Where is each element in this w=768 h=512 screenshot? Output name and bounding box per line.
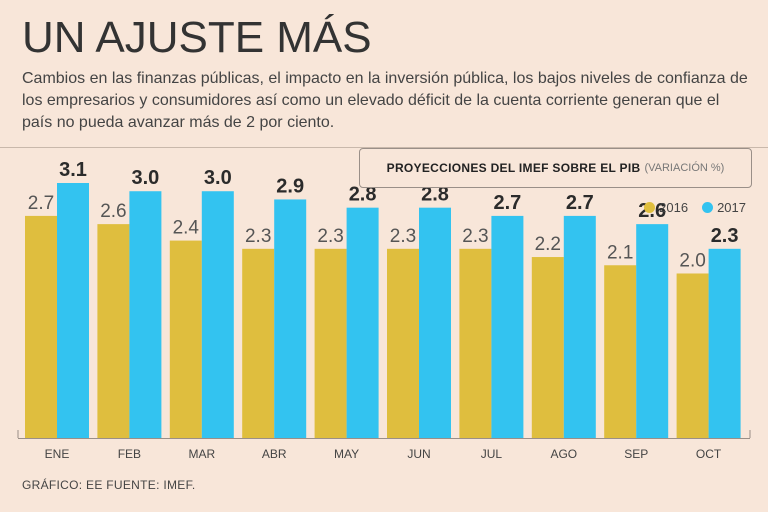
bar-2016-ago	[531, 257, 564, 438]
legend-unit: (VARIACIÓN %)	[644, 162, 725, 174]
x-tick-label-mar: MAR	[188, 447, 215, 461]
x-tick-label-oct: OCT	[696, 447, 722, 461]
data-label-2017-ene: 3.1	[59, 159, 87, 181]
legend-swatch-2016	[644, 202, 656, 213]
bar-2016-sep	[604, 265, 637, 438]
x-tick-label-ene: ENE	[45, 447, 70, 461]
data-label-2016-abr: 2.3	[245, 226, 271, 247]
data-label-2016-ene: 2.7	[28, 193, 54, 214]
bar-2016-oct	[676, 273, 709, 438]
x-tick-label-may: MAY	[334, 447, 359, 461]
data-label-2017-mar: 3.0	[204, 167, 232, 189]
data-label-2016-feb: 2.6	[100, 201, 126, 222]
legend-swatch-2017	[702, 202, 714, 213]
data-label-2017-jul: 2.7	[493, 192, 521, 214]
bar-2016-jul	[459, 248, 492, 438]
data-label-2016-may: 2.3	[317, 226, 343, 247]
bar-2016-may	[314, 248, 347, 438]
data-label-2016-jul: 2.3	[462, 226, 488, 247]
chart-subtitle: Cambios en las finanzas públicas, el imp…	[22, 70, 748, 131]
bar-2017-abr	[274, 199, 307, 438]
bar-2017-feb	[129, 191, 162, 438]
data-label-2016-sep: 2.1	[607, 242, 633, 263]
bar-2017-sep	[636, 224, 669, 438]
legend-title: PROYECCIONES DEL IMEF SOBRE EL PIB	[386, 161, 641, 175]
legend-entry-2016: 2016	[644, 200, 688, 215]
header-divider	[0, 147, 768, 148]
x-tick-label-feb: FEB	[118, 447, 141, 461]
data-label-2017-oct: 2.3	[711, 225, 739, 247]
legend-label-2016: 2016	[659, 200, 689, 215]
data-label-2016-mar: 2.4	[173, 218, 200, 239]
x-tick-label-sep: SEP	[624, 447, 648, 461]
data-label-2017-may: 2.8	[349, 184, 377, 206]
data-label-2016-ago: 2.2	[535, 234, 561, 255]
bar-2017-may	[346, 207, 379, 438]
bar-2017-jul	[491, 215, 524, 438]
data-label-2017-ago: 2.7	[566, 192, 594, 214]
bar-2017-ene	[57, 183, 89, 438]
data-label-2016-oct: 2.0	[679, 250, 705, 271]
data-label-2017-jun: 2.8	[421, 184, 449, 206]
x-tick-label-jul: JUL	[481, 447, 503, 461]
bar-2016-ene	[25, 215, 57, 438]
bar-2016-mar	[169, 240, 202, 438]
bar-2016-jun	[387, 248, 419, 438]
footer-credit: GRÁFICO: EE FUENTE: IMEF.	[22, 478, 196, 492]
bar-2016-abr	[242, 248, 275, 438]
data-label-2017-abr: 2.9	[276, 175, 304, 197]
x-tick-label-jun: JUN	[407, 447, 430, 461]
bar-2017-jun	[419, 207, 451, 438]
series-legend: 2016 2017	[638, 200, 746, 215]
bar-2016-feb	[97, 224, 130, 438]
chart-legend-box: PROYECCIONES DEL IMEF SOBRE EL PIB (VARI…	[359, 148, 752, 188]
x-tick-label-ago: AGO	[550, 447, 577, 461]
bar-2017-oct	[708, 248, 741, 438]
bar-2017-mar	[201, 191, 234, 438]
data-label-2016-jun: 2.3	[390, 226, 416, 247]
legend-label-2017: 2017	[717, 200, 746, 215]
x-tick-label-abr: ABR	[262, 447, 287, 461]
bar-2017-ago	[563, 215, 596, 438]
chart-title: UN AJUSTE MÁS	[22, 13, 372, 62]
data-label-2017-feb: 3.0	[131, 167, 159, 189]
legend-entry-2017: 2017	[702, 200, 746, 215]
